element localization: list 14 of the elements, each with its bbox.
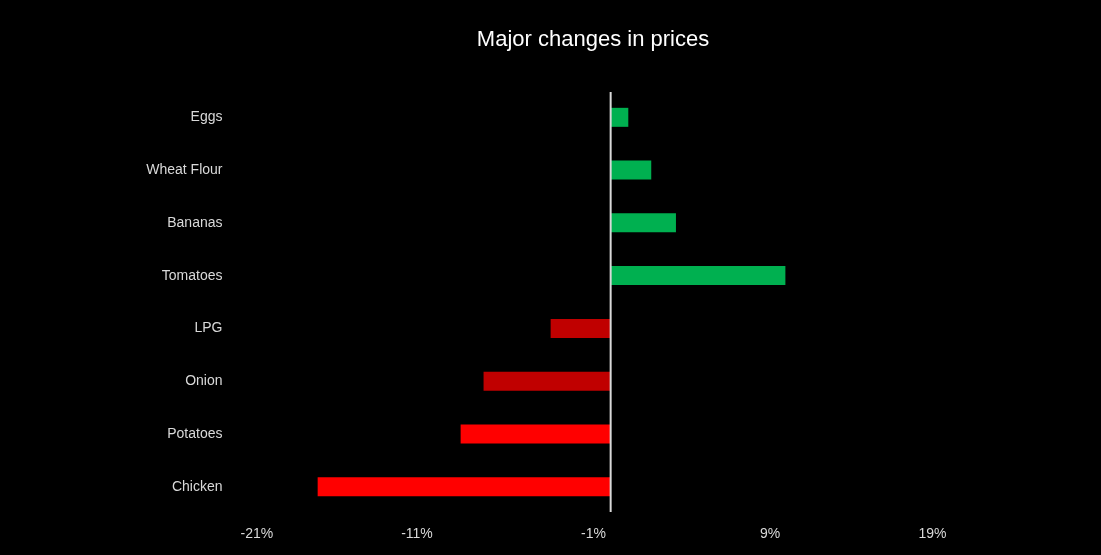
y-tick-label: Tomatoes [161, 266, 223, 283]
x-tick-label: -21% [240, 524, 274, 541]
x-tick-label: -1% [581, 524, 606, 541]
y-tick-label: Wheat Flour [146, 161, 223, 178]
chart-title: Major changes in prices [476, 26, 710, 51]
y-tick-label: Onion [185, 372, 223, 389]
y-tick-label: Eggs [190, 108, 223, 125]
y-tick-label: Chicken [171, 477, 223, 494]
x-tick-label: -11% [401, 524, 433, 541]
x-tick-label: 19% [918, 524, 947, 541]
y-tick-label: Potatoes [167, 424, 223, 441]
y-tick-label: Bananas [167, 213, 223, 230]
y-tick-label: LPG [194, 319, 223, 336]
x-tick-label: 9% [759, 524, 781, 541]
